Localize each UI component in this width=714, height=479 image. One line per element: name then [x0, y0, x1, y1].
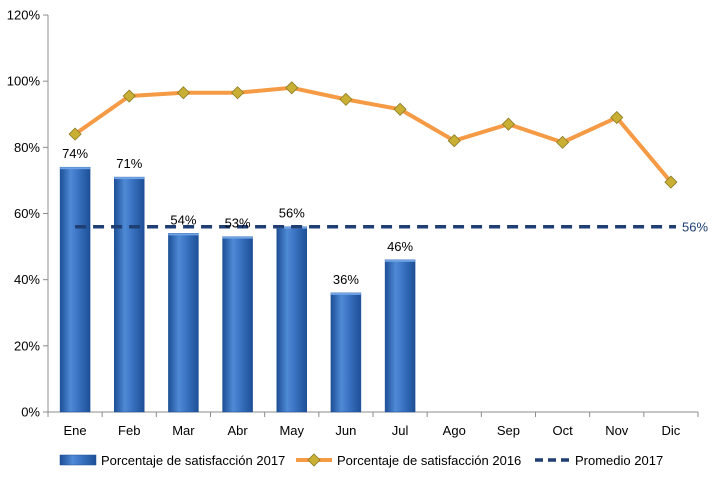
- x-tick-label: Dic: [662, 423, 681, 438]
- bar-2017-top: [168, 233, 199, 236]
- y-tick-label: 60%: [14, 206, 40, 221]
- legend-label-average: Promedio 2017: [575, 453, 663, 468]
- x-tick-label: Feb: [118, 423, 140, 438]
- bar-2017: [168, 233, 199, 413]
- x-tick-label: Jul: [392, 423, 409, 438]
- data-labels: 74% 71% 54% 53% 56% 36% 46%: [62, 146, 413, 287]
- y-tick-label: 100%: [7, 74, 41, 89]
- line-2016-path: [73, 85, 673, 184]
- bar-2017-top: [222, 236, 253, 239]
- bar-2017-top: [385, 259, 416, 262]
- bar-2017-top: [114, 177, 145, 180]
- x-tick-label: Ene: [64, 423, 87, 438]
- bar-data-label: 53%: [225, 216, 251, 231]
- line-2016-marker: [501, 117, 515, 131]
- x-tick-label: Oct: [552, 423, 573, 438]
- bar-data-label: 74%: [62, 146, 88, 161]
- line-2016-marker: [556, 135, 570, 149]
- y-tick-label: 0%: [21, 405, 40, 420]
- bar-data-label: 54%: [170, 212, 196, 227]
- line-2016-marker: [393, 102, 407, 116]
- x-tick-label: Ago: [443, 423, 466, 438]
- bar-2017: [59, 166, 91, 413]
- bar-data-label: 71%: [116, 156, 142, 171]
- x-tick-label: May: [279, 423, 304, 438]
- line-2016-marker: [68, 127, 82, 141]
- average-value-label: 56%: [682, 220, 708, 235]
- line-2016: [68, 81, 678, 189]
- average-line: 56%: [75, 220, 708, 235]
- bar-data-label: 36%: [333, 272, 359, 287]
- x-tick-label: Nov: [605, 423, 629, 438]
- x-tick-label: Jun: [335, 423, 356, 438]
- bar-2017-top: [60, 167, 91, 170]
- bar-data-label: 46%: [387, 239, 413, 254]
- y-tick-label: 80%: [14, 140, 40, 155]
- line-2016-marker: [231, 86, 245, 100]
- line-2016-marker: [176, 86, 190, 100]
- legend-label-2016: Porcentaje de satisfacción 2016: [337, 453, 521, 468]
- bar-2017: [330, 292, 362, 413]
- x-tick-label: Sep: [497, 423, 520, 438]
- x-tick-label: Mar: [172, 423, 195, 438]
- line-2016-marker: [339, 92, 353, 106]
- legend-swatch-marker: [307, 453, 321, 467]
- bar-2017: [384, 259, 416, 413]
- line-2016-marker: [447, 134, 461, 148]
- bar-2017: [276, 226, 307, 413]
- bar-2017-top: [330, 292, 361, 295]
- line-2016-marker: [610, 110, 624, 125]
- y-tick-label: 40%: [14, 272, 40, 287]
- legend-label-2017: Porcentaje de satisfacción 2017: [101, 453, 285, 468]
- line-2016-marker: [285, 81, 299, 95]
- y-tick-label: 20%: [14, 338, 40, 353]
- x-axis: Ene Feb Mar Abr May Jun Jul Ago Sep Oct Nov Dic: [47, 411, 699, 438]
- legend-swatch-bar: [59, 454, 97, 466]
- bar-data-label: 56%: [279, 206, 305, 221]
- bars-2017: [59, 166, 416, 413]
- line-2016-marker: [122, 89, 136, 103]
- bar-2017: [114, 176, 145, 413]
- legend: Porcentaje de satisfacción 2017 Porcentaj…: [59, 453, 663, 468]
- y-axis: 0% 20% 40% 60% 80% 100% 120%: [7, 8, 49, 420]
- bar-2017: [222, 236, 253, 413]
- y-tick-label: 120%: [7, 8, 41, 23]
- x-tick-label: Abr: [227, 423, 248, 438]
- line-2016-marker: [664, 175, 678, 189]
